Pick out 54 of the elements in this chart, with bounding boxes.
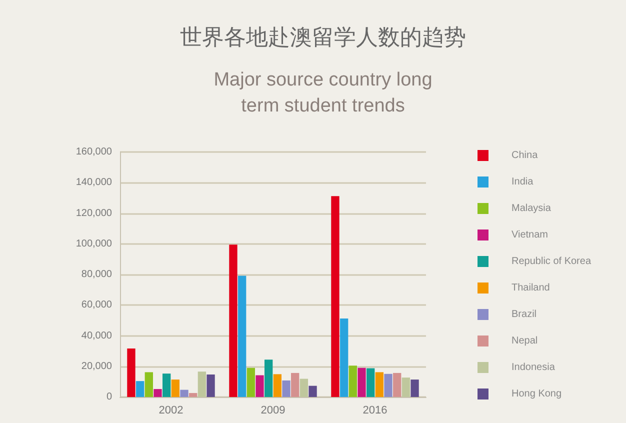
x-tick-label: 2016: [362, 404, 388, 416]
legend-label: Indonesia: [512, 362, 556, 373]
bar: [393, 372, 402, 397]
bar: [308, 386, 317, 397]
bar: [136, 381, 144, 397]
y-tick-label: 60,000: [81, 300, 112, 311]
x-tick-label: 2009: [260, 404, 286, 416]
chart-subtitle: Major source country long term student trends: [214, 70, 432, 116]
bar: [348, 366, 357, 397]
bar: [198, 372, 206, 397]
bar: [189, 393, 198, 397]
legend-label: Hong Kong: [512, 388, 562, 400]
y-tick-label: 0: [106, 392, 112, 402]
bar: [358, 368, 366, 397]
bar: [340, 318, 348, 397]
legend-label: India: [512, 176, 534, 188]
bar: [291, 372, 300, 397]
bar: [238, 276, 246, 397]
bar: [180, 390, 188, 397]
bar: [171, 380, 180, 397]
y-tick-label: 80,000: [81, 269, 112, 280]
bar: [366, 368, 375, 397]
legend-label: Thailand: [512, 282, 550, 294]
bar: [331, 196, 340, 397]
bar: [402, 378, 410, 397]
x-tick-label: 2002: [158, 404, 184, 416]
bar: [127, 348, 136, 397]
bar: [206, 374, 215, 397]
bar: [154, 389, 162, 397]
legend-label: Brazil: [512, 309, 537, 320]
chart-title: 世界各地赴澳留学人数的趋势: [180, 26, 466, 50]
legend-label: Malaysia: [512, 203, 552, 214]
legend-label: Vietnam: [512, 230, 548, 240]
bar: [273, 374, 282, 397]
bar: [410, 380, 419, 397]
y-tick-label: 120,000: [76, 208, 112, 219]
y-tick-label: 140,000: [76, 177, 112, 188]
bar: [384, 374, 392, 397]
legend-label: China: [512, 150, 538, 161]
bar: [300, 378, 308, 397]
y-tick-label: 20,000: [81, 360, 112, 372]
y-tick-label: 40,000: [81, 330, 112, 342]
bar: [256, 375, 264, 397]
y-tick-label: 100,000: [76, 238, 112, 250]
bar: [162, 374, 171, 397]
legend-label: Nepal: [512, 336, 538, 346]
bar: [229, 244, 238, 397]
bar: [144, 372, 153, 397]
bar: [264, 360, 273, 397]
bar: [282, 380, 290, 397]
legend-label: Republic of Korea: [512, 256, 592, 267]
bar: [246, 368, 255, 397]
y-tick-label: 160,000: [76, 146, 112, 158]
bar: [375, 372, 384, 397]
